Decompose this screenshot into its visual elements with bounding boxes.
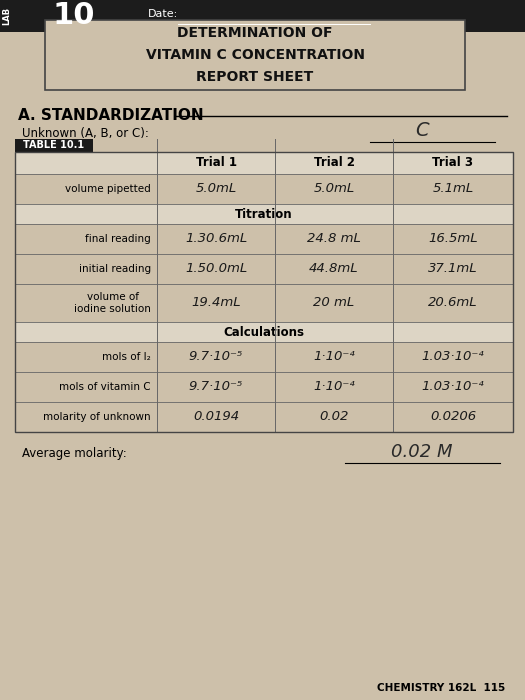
Text: volume pipetted: volume pipetted [65,184,151,194]
Text: 20 mL: 20 mL [313,297,354,309]
Text: Calculations: Calculations [224,326,304,339]
Text: Trial 1: Trial 1 [195,157,236,169]
Text: TABLE 10.1: TABLE 10.1 [24,141,85,150]
FancyBboxPatch shape [15,284,157,322]
Text: initial reading: initial reading [79,264,151,274]
Text: 0.0194: 0.0194 [193,410,239,424]
Text: 20.6mL: 20.6mL [428,297,478,309]
Text: 44.8mL: 44.8mL [309,262,359,276]
FancyBboxPatch shape [15,322,513,342]
Text: 37.1mL: 37.1mL [428,262,478,276]
Text: Date:: Date: [148,9,178,19]
Text: 5.0mL: 5.0mL [195,183,237,195]
FancyBboxPatch shape [15,152,513,174]
FancyBboxPatch shape [15,224,157,254]
Text: C: C [415,122,429,141]
Text: 5.1mL: 5.1mL [433,183,474,195]
FancyBboxPatch shape [15,342,157,372]
Text: 1.03·10⁻⁴: 1.03·10⁻⁴ [422,381,485,393]
Text: LAB: LAB [3,7,12,25]
Text: mols of I₂: mols of I₂ [102,352,151,362]
Text: 1·10⁻⁴: 1·10⁻⁴ [313,381,355,393]
Text: 5.0mL: 5.0mL [313,183,354,195]
Text: 9.7·10⁻⁵: 9.7·10⁻⁵ [189,351,243,363]
FancyBboxPatch shape [15,402,157,432]
Text: REPORT SHEET: REPORT SHEET [196,70,313,84]
Text: 9.7·10⁻⁵: 9.7·10⁻⁵ [189,381,243,393]
FancyBboxPatch shape [15,254,157,284]
Text: 1.30.6mL: 1.30.6mL [185,232,247,246]
Text: 24.8 mL: 24.8 mL [307,232,361,246]
Text: 0.0206: 0.0206 [430,410,476,424]
Text: 19.4mL: 19.4mL [191,297,241,309]
Text: final reading: final reading [85,234,151,244]
Text: 1.03·10⁻⁴: 1.03·10⁻⁴ [422,351,485,363]
Text: 10: 10 [52,1,94,31]
Text: mols of vitamin C: mols of vitamin C [59,382,151,392]
FancyBboxPatch shape [45,20,465,90]
Text: Unknown (A, B, or C):: Unknown (A, B, or C): [22,127,149,139]
Text: A. STANDARDIZATION: A. STANDARDIZATION [18,108,204,122]
Text: 16.5mL: 16.5mL [428,232,478,246]
Text: 0.02: 0.02 [319,410,349,424]
Text: Trial 3: Trial 3 [433,157,474,169]
Text: Titration: Titration [235,207,293,220]
Text: Trial 2: Trial 2 [313,157,354,169]
FancyBboxPatch shape [15,204,513,224]
Text: volume of
iodine solution: volume of iodine solution [74,292,151,314]
Text: CHEMISTRY 162L  115: CHEMISTRY 162L 115 [377,683,505,693]
Text: Average molarity:: Average molarity: [22,447,127,461]
FancyBboxPatch shape [0,0,525,32]
Text: molarity of unknown: molarity of unknown [44,412,151,422]
Text: VITAMIN C CONCENTRATION: VITAMIN C CONCENTRATION [145,48,364,62]
FancyBboxPatch shape [15,372,157,402]
Text: 1·10⁻⁴: 1·10⁻⁴ [313,351,355,363]
Text: DETERMINATION OF: DETERMINATION OF [177,26,333,40]
FancyBboxPatch shape [15,174,157,204]
Text: 1.50.0mL: 1.50.0mL [185,262,247,276]
Text: 0.02 M: 0.02 M [391,443,453,461]
FancyBboxPatch shape [15,139,93,152]
